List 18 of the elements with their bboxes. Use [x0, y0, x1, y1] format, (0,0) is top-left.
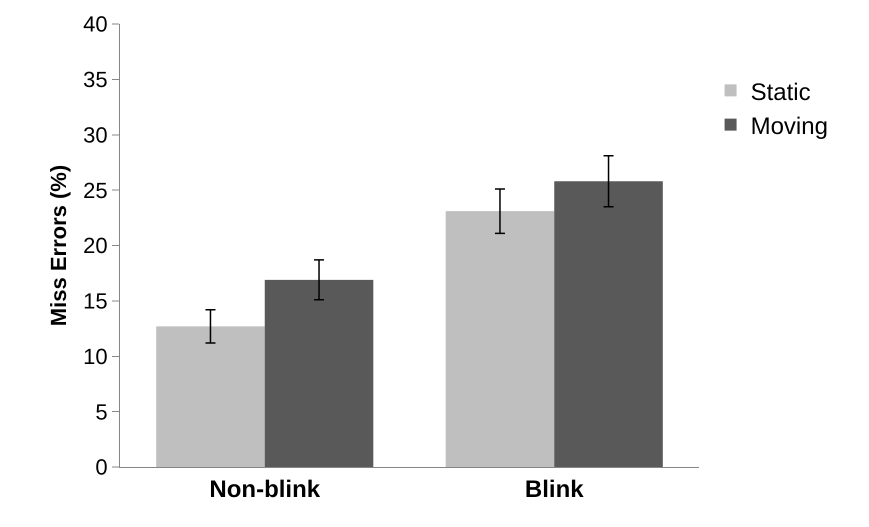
legend-label: Moving: [750, 112, 828, 140]
legend-label: Static: [750, 78, 811, 106]
bar: [446, 211, 554, 467]
y-tick-label: 30: [83, 122, 108, 148]
y-tick-label: 35: [83, 67, 108, 92]
y-tick-label: 25: [83, 178, 108, 203]
bar: [554, 181, 663, 467]
y-tick-label: 0: [95, 454, 108, 480]
y-tick-label: 40: [83, 12, 108, 37]
y-tick-label: 15: [83, 288, 108, 314]
x-tick-label: Non-blink: [209, 476, 321, 503]
y-axis-title: Miss Errors (%): [46, 164, 71, 326]
bar: [264, 280, 374, 467]
y-tick-label: 20: [83, 233, 108, 258]
y-tick-label: 5: [95, 399, 108, 424]
bar: [156, 326, 265, 467]
x-tick-label: Blink: [524, 476, 584, 503]
y-tick-label: 10: [83, 344, 108, 369]
